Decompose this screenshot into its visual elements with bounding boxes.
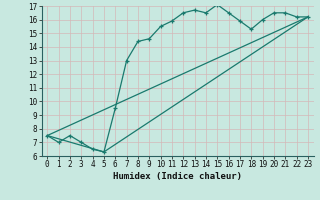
X-axis label: Humidex (Indice chaleur): Humidex (Indice chaleur) bbox=[113, 172, 242, 181]
